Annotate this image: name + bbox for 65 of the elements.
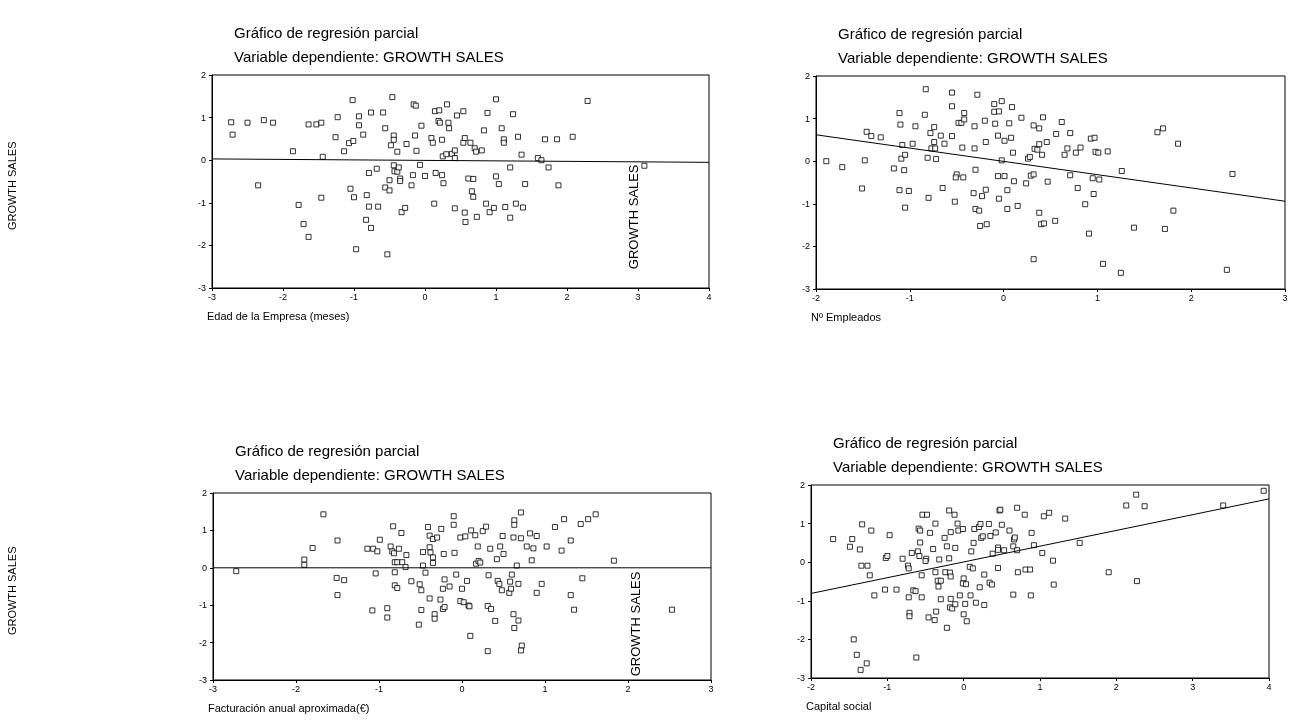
y-tick-label: -3 xyxy=(197,283,206,293)
x-tick-label: 3 xyxy=(1282,292,1288,303)
x-tick-label: -2 xyxy=(291,683,301,694)
chart-title: Gráfico de regresión parcial xyxy=(235,442,420,459)
y-tick-label: 1 xyxy=(804,113,810,124)
chart-subtitle: Variable dependiente: GROWTH SALES xyxy=(833,458,1103,475)
y-tick-label: 0 xyxy=(200,155,206,166)
x-tick-label: -1 xyxy=(883,681,892,692)
annotation: GROWTH SALES xyxy=(625,164,641,270)
x-tick-label: 2 xyxy=(1113,681,1119,692)
x-tick-label: -2 xyxy=(811,292,821,303)
y-tick-label: 0 xyxy=(201,562,207,573)
x-tick-label: 0 xyxy=(459,683,465,694)
y-tick-label: 2 xyxy=(200,70,206,80)
x-tick-label: 3 xyxy=(635,291,641,302)
y-tick-label: -2 xyxy=(197,240,206,251)
chart-subtitle: Variable dependiente: GROWTH SALES xyxy=(235,466,505,483)
y-tick-label: -2 xyxy=(801,241,810,252)
x-tick-label: 0 xyxy=(961,681,967,692)
x-axis-title: Edad de la Empresa (meses) xyxy=(207,309,350,322)
y-tick-label: -1 xyxy=(796,595,805,606)
y-tick-label: 2 xyxy=(201,488,207,498)
x-tick-label: 2 xyxy=(625,683,631,694)
y-axis-title: GROWTH SALES xyxy=(5,546,18,636)
y-tick-label: -1 xyxy=(198,600,207,611)
y-tick-label: 1 xyxy=(200,112,206,123)
y-tick-label: 0 xyxy=(804,156,810,167)
x-axis-title: Facturación anual aproximada(€) xyxy=(208,701,370,714)
x-tick-label: 2 xyxy=(564,291,570,302)
y-tick-label: -3 xyxy=(801,284,810,294)
x-tick-label: 2 xyxy=(1188,292,1194,303)
y-tick-label: 1 xyxy=(799,518,805,529)
x-axis-title: Capital social xyxy=(806,699,872,712)
chart-title: Gráfico de regresión parcial xyxy=(838,25,1023,42)
y-tick-label: -2 xyxy=(198,637,207,648)
x-tick-label: -1 xyxy=(374,683,384,694)
y-tick-label: 2 xyxy=(804,71,810,81)
y-tick-label: -3 xyxy=(796,673,805,683)
chart-subtitle: Variable dependiente: GROWTH SALES xyxy=(234,48,504,65)
x-tick-label: -2 xyxy=(278,291,288,302)
y-tick-label: -1 xyxy=(197,197,206,208)
x-tick-label: 1 xyxy=(1037,681,1043,692)
x-tick-label: 3 xyxy=(708,683,714,694)
y-tick-label: 2 xyxy=(799,480,805,490)
x-tick-label: -1 xyxy=(349,291,359,302)
annotation: GROWTH SALES xyxy=(627,571,643,677)
x-tick-label: 1 xyxy=(493,291,499,302)
x-axis-title: Nº Empleados xyxy=(811,310,882,323)
x-tick-label: 0 xyxy=(1001,292,1007,303)
y-tick-label: 1 xyxy=(201,525,207,536)
x-tick-label: 3 xyxy=(1190,681,1196,692)
y-axis-title: GROWTH SALES xyxy=(5,141,18,231)
x-tick-label: 0 xyxy=(422,291,428,302)
x-tick-label: -3 xyxy=(208,683,218,694)
x-tick-label: 1 xyxy=(1094,292,1100,303)
chart-title: Gráfico de regresión parcial xyxy=(234,24,419,41)
x-tick-label: 4 xyxy=(706,291,712,302)
chart-title: Gráfico de regresión parcial xyxy=(833,434,1018,451)
y-tick-label: -1 xyxy=(801,198,810,209)
x-tick-label: -1 xyxy=(905,292,914,303)
chart-subtitle: Variable dependiente: GROWTH SALES xyxy=(838,49,1108,66)
y-tick-label: -2 xyxy=(796,634,805,645)
x-tick-label: 4 xyxy=(1266,681,1272,692)
y-tick-label: 0 xyxy=(799,557,805,568)
x-tick-label: 1 xyxy=(542,683,548,694)
